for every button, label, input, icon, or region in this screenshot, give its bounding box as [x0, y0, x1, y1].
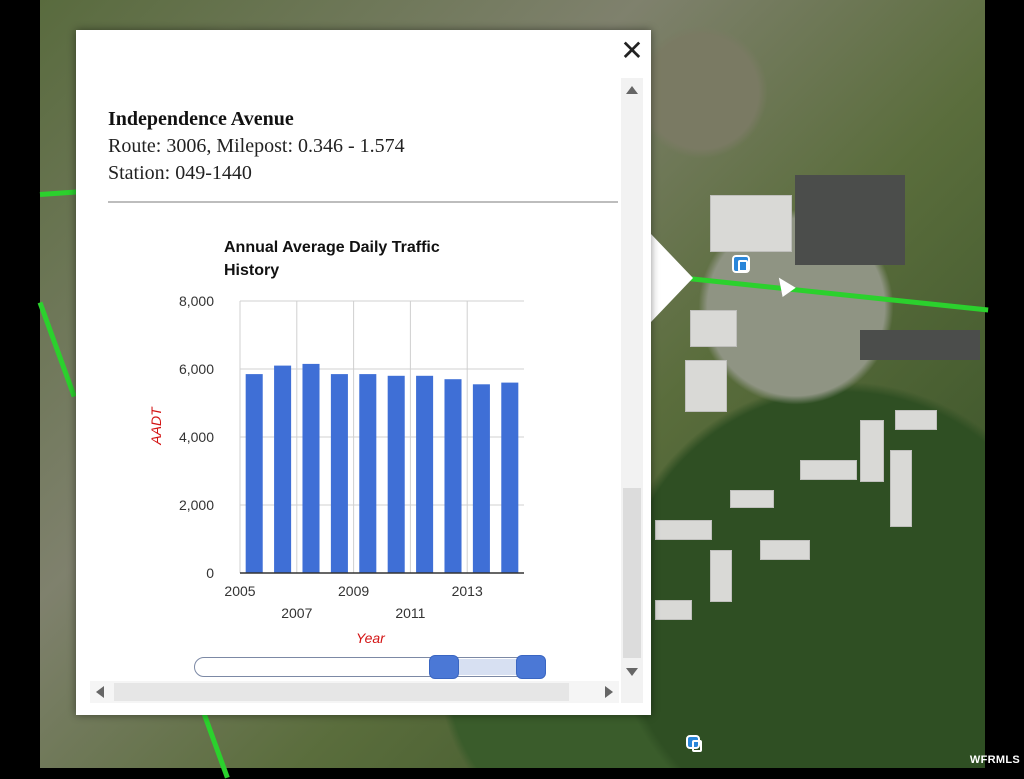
slider-handle-left[interactable] [429, 655, 459, 679]
bar-2008 [330, 374, 348, 573]
scroll-right-icon[interactable] [605, 686, 613, 698]
map-building [800, 460, 857, 480]
parking-lot [795, 175, 905, 265]
y-tick-label: 0 [206, 565, 214, 581]
right-frame-bar [985, 0, 1024, 768]
bar-2005 [245, 374, 263, 573]
scrollbar-corner [621, 681, 643, 703]
popup-pointer [651, 234, 693, 322]
bus-stop-icon[interactable] [732, 255, 750, 273]
highlighted-route [649, 272, 989, 313]
chart-title-line1: Annual Average Daily Traffic [224, 239, 440, 256]
scroll-down-icon[interactable] [626, 668, 638, 676]
traffic-chart: Annual Average Daily Traffic History AAD… [138, 228, 568, 658]
highlighted-route [37, 301, 77, 398]
vertical-scrollbar[interactable] [621, 78, 643, 684]
x-tick-label: 2013 [452, 583, 483, 599]
y-tick-label: 6,000 [179, 361, 214, 377]
close-button[interactable]: ✕ [620, 35, 644, 66]
chart-title-line2: History [224, 262, 280, 279]
map-building [710, 195, 792, 252]
map-building [895, 410, 937, 430]
chart-title: Annual Average Daily Traffic History [224, 236, 504, 282]
y-tick-label: 8,000 [179, 293, 214, 309]
route-info: Route: 3006, Milepost: 0.346 - 1.574 [108, 135, 405, 157]
map-building [860, 420, 884, 482]
map-building [685, 360, 727, 412]
x-axis-label: Year [356, 630, 385, 646]
x-tick-label: 2011 [395, 605, 425, 621]
popup-header: Independence Avenue Route: 3006, Milepos… [108, 108, 618, 185]
x-tick-label: 2009 [338, 583, 369, 599]
map-building [710, 550, 732, 602]
bar-2007 [302, 363, 320, 573]
chart-canvas: 0 2,000 4,000 6,000 8,000 2005 2009 2013 2007 201… [179, 293, 524, 621]
range-slider[interactable] [194, 655, 546, 679]
map-building [655, 520, 712, 540]
map-building [730, 490, 774, 508]
bar-2013 [472, 384, 490, 573]
bar-2006 [274, 365, 292, 573]
x-tick-label: 2005 [224, 583, 255, 599]
watermark: WFRMLS [969, 754, 1020, 766]
bar-2012 [444, 379, 462, 573]
station-info: Station: 049-1440 [108, 162, 252, 184]
info-popup: ✕ Independence Avenue Route: 3006, Milep… [76, 30, 651, 715]
horizontal-scroll-thumb[interactable] [114, 683, 569, 701]
highlighted-route [39, 189, 81, 197]
parking-lot [860, 330, 980, 360]
y-tick-label: 2,000 [179, 497, 214, 513]
scroll-left-icon[interactable] [96, 686, 104, 698]
map-building [655, 600, 692, 620]
map-building [690, 310, 737, 347]
horizontal-scrollbar[interactable] [90, 681, 619, 703]
bar-2010 [387, 375, 405, 573]
map-building [760, 540, 810, 560]
map-building [890, 450, 912, 527]
bar-2014 [501, 382, 519, 573]
x-tick-label: 2007 [281, 605, 312, 621]
scroll-up-icon[interactable] [626, 86, 638, 94]
bar-2011 [416, 375, 434, 573]
left-frame-bar [0, 0, 40, 768]
vertical-scroll-thumb[interactable] [623, 488, 641, 658]
bus-stop-icon[interactable] [686, 735, 702, 752]
divider [108, 201, 618, 203]
slider-handle-right[interactable] [516, 655, 546, 679]
bar-2009 [359, 374, 377, 573]
street-name: Independence Avenue [108, 108, 294, 130]
y-tick-label: 4,000 [179, 429, 214, 445]
